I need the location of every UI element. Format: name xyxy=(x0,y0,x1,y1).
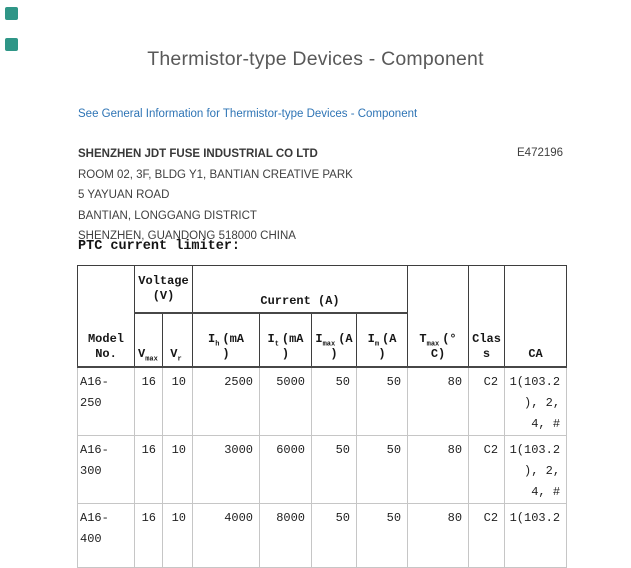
section-heading: PTC current limiter: xyxy=(78,239,241,254)
col-header-model: Model No. xyxy=(77,265,135,368)
col-header-ih: Ih (mA ) xyxy=(192,312,260,368)
cell-vr: 10 xyxy=(162,503,193,568)
cell-tmax: 80 xyxy=(407,435,470,504)
cell-im: 50 xyxy=(355,435,409,504)
col-header-tmax: Tmax (° C) xyxy=(407,265,470,368)
cell-ca: 1(103.2 xyxy=(504,503,568,568)
col-header-vmax: Vmax xyxy=(134,312,163,368)
cell-imax: 50 xyxy=(311,435,357,504)
col-header-vr: Vr xyxy=(162,312,193,368)
cell-tmax: 80 xyxy=(407,366,470,436)
col-header-class: Class xyxy=(468,265,506,368)
col-header-ca: CA xyxy=(504,265,568,368)
company-address-line: ROOM 02, 3F, BLDG Y1, BANTIAN CREATIVE P… xyxy=(78,168,353,181)
cell-vmax: 16 xyxy=(134,503,163,568)
cell-vmax: 16 xyxy=(134,366,163,436)
cell-model: A16-250 xyxy=(77,366,135,436)
cell-model: A16-300 xyxy=(77,435,135,504)
table-row: A16-400 16 10 4000 8000 50 50 80 C2 1(10… xyxy=(77,503,568,568)
cell-it: 5000 xyxy=(259,366,312,436)
company-name: SHENZHEN JDT FUSE INDUSTRIAL CO LTD xyxy=(78,148,318,160)
col-header-im: Im (A ) xyxy=(355,312,409,368)
general-information-link[interactable]: See General Information for Thermistor-t… xyxy=(78,108,418,120)
cell-vmax: 16 xyxy=(134,435,163,504)
cell-it: 8000 xyxy=(259,503,312,568)
cell-class: C2 xyxy=(468,503,506,568)
company-address-line: BANTIAN, LONGGANG DISTRICT xyxy=(78,209,257,222)
ptc-table-wrapper: Model No. Voltage (V) Current (A) Tmax (°… xyxy=(77,265,568,568)
cell-ca: 1(103.2 ), 2, 4, # xyxy=(504,366,568,436)
table-row: A16-250 16 10 2500 5000 50 50 80 C2 1(10… xyxy=(77,366,568,436)
company-address-line: 5 YAYUAN ROAD xyxy=(78,189,170,201)
col-group-current: Current (A) xyxy=(191,265,409,314)
col-header-imax: Imax (A ) xyxy=(311,312,357,368)
cell-ih: 3000 xyxy=(192,435,260,504)
accent-square-icon xyxy=(5,38,18,51)
cell-ih: 4000 xyxy=(192,503,260,568)
cell-it: 6000 xyxy=(259,435,312,504)
col-header-it: It (mA ) xyxy=(259,312,312,368)
cell-imax: 50 xyxy=(311,503,357,568)
table-body: A16-250 16 10 2500 5000 50 50 80 C2 1(10… xyxy=(77,366,568,568)
cell-class: C2 xyxy=(468,435,506,504)
cell-class: C2 xyxy=(468,366,506,436)
cell-ca: 1(103.2 ), 2, 4, # xyxy=(504,435,568,504)
page-title: Thermistor-type Devices - Component xyxy=(147,48,484,70)
cell-imax: 50 xyxy=(311,366,357,436)
cell-vr: 10 xyxy=(162,435,193,504)
cell-im: 50 xyxy=(355,503,409,568)
cell-tmax: 80 xyxy=(407,503,470,568)
company-address-line: SHENZHEN, GUANDONG 518000 CHINA xyxy=(78,230,296,242)
cell-im: 50 xyxy=(355,366,409,436)
table-header: Model No. Voltage (V) Current (A) Tmax (°… xyxy=(77,265,568,368)
cell-ih: 2500 xyxy=(192,366,260,436)
cell-model: A16-400 xyxy=(77,503,135,568)
ul-file-number: E472196 xyxy=(517,147,564,159)
col-group-voltage: Voltage (V) xyxy=(134,265,193,314)
accent-square-icon xyxy=(5,7,18,20)
company-block: SHENZHEN JDT FUSE INDUSTRIAL CO LTD ROOM… xyxy=(78,144,498,247)
table-row: A16-300 16 10 3000 6000 50 50 80 C2 1(10… xyxy=(77,435,568,504)
cell-vr: 10 xyxy=(162,366,193,436)
ptc-current-limiter-table: Model No. Voltage (V) Current (A) Tmax (°… xyxy=(77,265,568,568)
